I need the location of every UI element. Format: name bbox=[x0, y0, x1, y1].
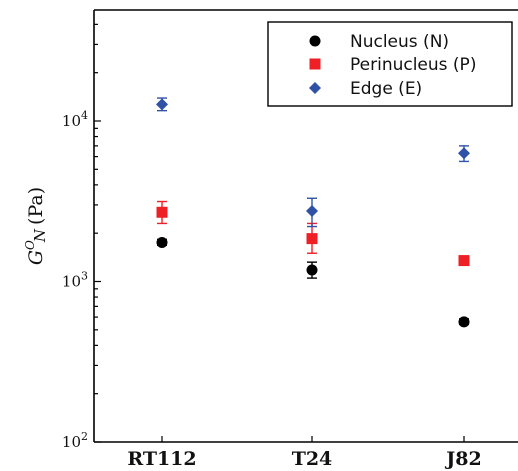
legend-marker-edge bbox=[309, 82, 321, 94]
y-tick-exponent: 3 bbox=[81, 270, 88, 283]
y-tick-label: 104 bbox=[62, 109, 88, 130]
y-axis-label-sub: N bbox=[31, 228, 49, 243]
legend: Nucleus (N) Perinucleus (P) Edge (E) bbox=[267, 21, 513, 107]
y-tick-label: 102 bbox=[62, 430, 88, 451]
legend-marker-perinucleus bbox=[309, 58, 321, 70]
x-tick-label: T24 bbox=[292, 448, 333, 470]
y-tick-base: 10 bbox=[62, 433, 81, 451]
legend-label-nucleus: Nucleus (N) bbox=[350, 32, 449, 52]
data-point-perinucleus bbox=[306, 233, 318, 245]
data-point-edge bbox=[458, 147, 470, 160]
data-point-edge bbox=[156, 98, 168, 111]
data-point-nucleus bbox=[306, 264, 318, 276]
y-tick-label: 103 bbox=[62, 270, 88, 291]
y-axis-label-unit: (Pa) bbox=[25, 187, 47, 225]
y-tick-exponent: 2 bbox=[81, 430, 88, 443]
y-tick-exponent: 4 bbox=[81, 109, 88, 122]
legend-label-edge: Edge (E) bbox=[350, 79, 422, 99]
legend-label-perinucleus: Perinucleus (P) bbox=[350, 55, 476, 75]
x-tick-label: J82 bbox=[444, 448, 481, 470]
x-tick-label: RT112 bbox=[127, 448, 196, 470]
data-point-perinucleus bbox=[458, 255, 470, 267]
legend-box bbox=[267, 21, 513, 107]
data-point-perinucleus bbox=[156, 206, 168, 218]
y-tick-base: 10 bbox=[62, 273, 81, 291]
legend-marker-nucleus bbox=[309, 35, 321, 47]
y-axis-label-base: G bbox=[25, 250, 47, 265]
y-axis-label-sup: O bbox=[23, 240, 37, 250]
y-tick-base: 10 bbox=[62, 112, 81, 130]
data-point-nucleus bbox=[156, 236, 168, 248]
data-point-edge bbox=[306, 204, 318, 217]
x-tick-labels: RT112 T24 J82 bbox=[127, 448, 481, 470]
y-axis-label: GON (Pa) bbox=[23, 187, 49, 265]
data-marks bbox=[156, 97, 470, 328]
y-ticks bbox=[94, 23, 465, 443]
data-point-nucleus bbox=[458, 316, 470, 328]
